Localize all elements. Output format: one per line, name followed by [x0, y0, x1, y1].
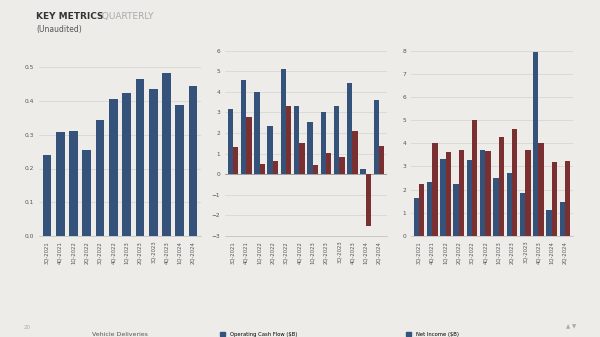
- Bar: [485, 151, 491, 236]
- Bar: [512, 129, 517, 236]
- Bar: [281, 69, 286, 174]
- Text: (Unaudited): (Unaudited): [36, 25, 82, 34]
- Bar: [446, 152, 451, 236]
- Bar: [552, 162, 557, 236]
- Bar: [347, 83, 352, 174]
- Bar: [493, 178, 499, 236]
- Bar: [260, 164, 265, 174]
- Bar: [189, 86, 197, 236]
- Bar: [43, 155, 51, 236]
- Bar: [339, 157, 344, 174]
- Bar: [122, 93, 131, 236]
- Bar: [361, 168, 366, 174]
- Bar: [69, 131, 78, 236]
- Bar: [254, 92, 260, 174]
- Bar: [136, 79, 144, 236]
- Bar: [96, 120, 104, 236]
- Bar: [413, 198, 419, 236]
- Text: 20: 20: [24, 325, 31, 330]
- Bar: [374, 100, 379, 174]
- Bar: [480, 150, 485, 236]
- Bar: [560, 202, 565, 236]
- Bar: [334, 105, 339, 174]
- Bar: [175, 105, 184, 236]
- Bar: [538, 143, 544, 236]
- Bar: [268, 126, 273, 174]
- Bar: [454, 184, 459, 236]
- Bar: [419, 184, 424, 236]
- Bar: [366, 174, 371, 226]
- Bar: [273, 161, 278, 174]
- Bar: [299, 143, 305, 174]
- Bar: [427, 182, 432, 236]
- Bar: [307, 122, 313, 174]
- Bar: [241, 81, 246, 174]
- Text: ▲ ▼: ▲ ▼: [566, 325, 576, 330]
- Bar: [227, 109, 233, 174]
- Bar: [233, 147, 238, 174]
- Bar: [472, 120, 478, 236]
- Bar: [56, 132, 65, 236]
- Bar: [533, 52, 538, 236]
- Bar: [506, 173, 512, 236]
- Bar: [286, 106, 292, 174]
- Bar: [246, 117, 251, 174]
- Bar: [320, 112, 326, 174]
- Bar: [82, 150, 91, 236]
- Legend: Operating Cash Flow ($B), Free Cash Flow ($B): Operating Cash Flow ($B), Free Cash Flow…: [220, 331, 298, 337]
- Bar: [547, 210, 552, 236]
- Bar: [440, 159, 446, 236]
- Bar: [352, 131, 358, 174]
- Bar: [313, 165, 318, 174]
- Legend: Net Income ($B), Adjusted EBITDA ($B): Net Income ($B), Adjusted EBITDA ($B): [406, 331, 473, 337]
- Bar: [432, 143, 437, 236]
- Bar: [499, 137, 504, 236]
- Bar: [109, 99, 118, 236]
- Bar: [379, 146, 385, 174]
- Bar: [565, 161, 571, 236]
- Bar: [326, 153, 331, 174]
- Text: KEY METRICS: KEY METRICS: [36, 12, 104, 21]
- Text: QUARTERLY: QUARTERLY: [99, 12, 154, 21]
- Bar: [525, 150, 530, 236]
- Bar: [162, 73, 171, 236]
- Text: Vehicle Deliveries
(millions of units): Vehicle Deliveries (millions of units): [92, 332, 148, 337]
- Bar: [459, 150, 464, 236]
- Bar: [520, 193, 525, 236]
- Bar: [294, 106, 299, 174]
- Bar: [149, 89, 158, 236]
- Bar: [467, 160, 472, 236]
